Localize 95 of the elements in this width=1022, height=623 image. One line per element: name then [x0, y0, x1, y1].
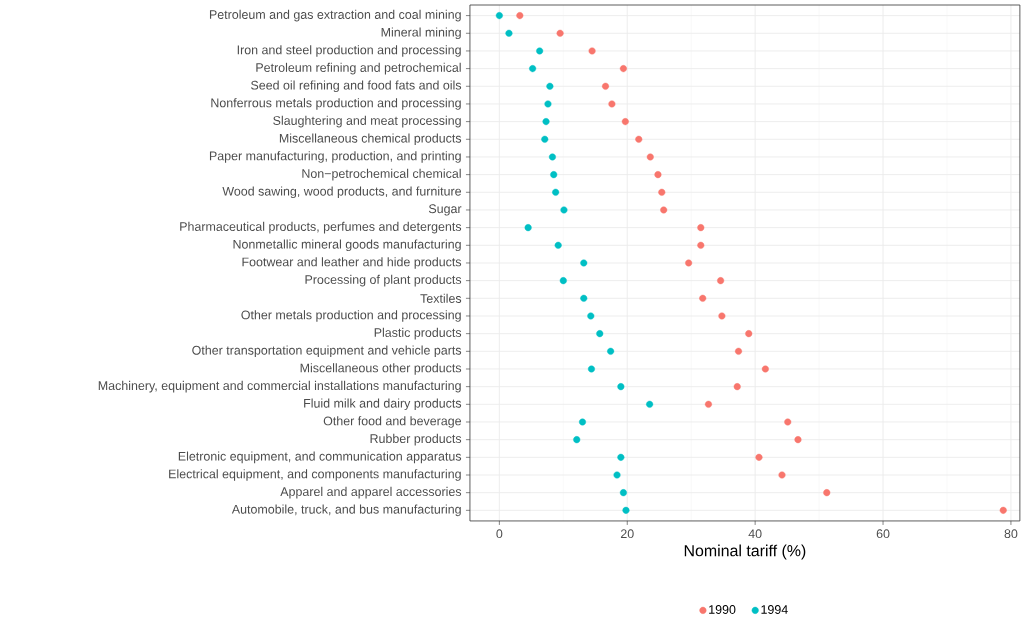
- point: [550, 171, 558, 179]
- point: [548, 153, 556, 161]
- y-tick-label: Electrical equipment, and components manufacturing: [169, 469, 461, 481]
- point: [823, 489, 831, 497]
- point: [717, 277, 725, 285]
- point: [602, 82, 610, 90]
- y-tick-label: Iron and steel production and processing: [237, 45, 461, 57]
- point: [588, 47, 596, 55]
- x-tick-label: 60: [876, 529, 890, 539]
- point: [646, 153, 654, 161]
- point: [619, 65, 627, 73]
- point: [608, 100, 616, 108]
- y-tick-label: Nonferrous metals production and processing: [211, 98, 461, 110]
- y-tick-label: Apparel and apparel accessories: [280, 486, 462, 499]
- x-axis-title: Nominal tariff (%): [684, 544, 806, 560]
- point: [559, 277, 567, 285]
- point: [697, 241, 705, 249]
- point: [755, 453, 763, 461]
- y-tick-label: Rubber products: [370, 433, 462, 446]
- y-tick-label: Slaughtering and meat processing: [273, 115, 461, 128]
- y-tick-label: Paper manufacturing, production, and printing: [209, 151, 461, 163]
- point: [505, 29, 513, 37]
- y-tick-label: Processing of plant products: [305, 274, 462, 287]
- point: [578, 418, 586, 426]
- point: [560, 206, 568, 214]
- point: [646, 400, 654, 408]
- point: [580, 294, 588, 302]
- point: [536, 47, 544, 55]
- point: [784, 418, 792, 426]
- legend-label: 1994: [761, 605, 788, 614]
- y-tick-label: Miscellaneous chemical products: [279, 133, 462, 146]
- point: [635, 135, 643, 143]
- point: [619, 489, 627, 497]
- y-tick-label: Automobile, truck, and bus manufacturing: [231, 504, 461, 517]
- y-tick-label: Other food and beverage: [323, 416, 462, 428]
- legend-label: 1990: [709, 605, 736, 614]
- point: [794, 436, 802, 444]
- x-tick-label: 40: [748, 529, 762, 539]
- point: [699, 294, 707, 302]
- point: [660, 206, 668, 214]
- point: [617, 453, 625, 461]
- point: [733, 383, 741, 391]
- point: [554, 241, 562, 249]
- point: [621, 118, 629, 126]
- point: [580, 259, 588, 267]
- x-tick-label: 80: [1004, 529, 1018, 539]
- point: [704, 400, 712, 408]
- y-tick-label: Miscellaneous other products: [300, 363, 462, 375]
- point: [587, 365, 595, 373]
- point: [495, 12, 503, 20]
- point: [516, 12, 524, 20]
- point: [546, 82, 554, 90]
- y-tick-label: Textiles: [420, 293, 462, 303]
- point: [658, 188, 666, 196]
- point: [552, 188, 560, 196]
- point: [622, 506, 630, 514]
- y-tick-label: Petroleum and gas extraction and coal mining: [209, 9, 461, 22]
- point: [697, 224, 705, 232]
- y-tick-label: Footwear and leather and hide products: [242, 257, 462, 269]
- point: [529, 65, 537, 73]
- y-tick-label: Pharmaceutical products, perfumes and detergents: [180, 221, 462, 234]
- point: [999, 506, 1007, 514]
- point: [613, 471, 621, 479]
- point: [685, 259, 693, 267]
- point: [542, 118, 550, 126]
- y-tick-label: Machinery, equipment and commercial installations manufacturing: [98, 380, 461, 393]
- point: [524, 224, 532, 232]
- y-tick-label: Fluid milk and dairy products: [304, 398, 462, 411]
- y-tick-label: Other metals production and processing: [241, 310, 461, 322]
- y-tick-label: Sugar: [428, 204, 462, 216]
- point: [607, 347, 615, 355]
- point: [778, 471, 786, 479]
- x-tick-label: 0: [496, 529, 503, 539]
- point: [573, 436, 581, 444]
- point: [735, 347, 743, 355]
- y-tick-label: Non−petrochemical chemical: [302, 168, 461, 181]
- y-tick-label: Wood sawing, wood products, and furniture: [222, 186, 462, 199]
- point: [718, 312, 726, 320]
- point: [556, 29, 564, 37]
- y-tick-label: Petroleum refining and petrochemical: [256, 62, 461, 75]
- point: [541, 135, 549, 143]
- y-tick-label: Nonmetallic mineral goods manufacturing: [233, 239, 461, 252]
- point: [587, 312, 595, 320]
- y-tick-label: Eletronic equipment, and communication apparatus: [178, 451, 462, 464]
- y-tick-label: Plastic products: [374, 327, 462, 340]
- point: [745, 330, 753, 338]
- y-tick-label: Mineral mining: [381, 27, 461, 40]
- x-tick-label: 20: [620, 529, 634, 539]
- y-tick-label: Seed oil refining and food fats and oils: [251, 80, 462, 93]
- point: [761, 365, 769, 373]
- y-tick-label: Other transportation equipment and vehicle parts: [192, 345, 462, 358]
- point: [617, 383, 625, 391]
- point: [654, 171, 662, 179]
- point: [544, 100, 552, 108]
- point: [596, 330, 604, 338]
